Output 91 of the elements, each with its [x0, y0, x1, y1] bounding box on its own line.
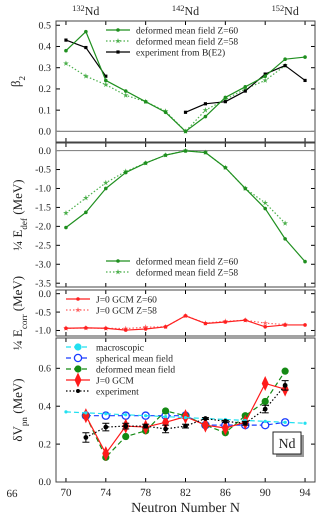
point [264, 420, 267, 423]
point [243, 85, 248, 89]
y-tick-label: -3.0 [35, 259, 51, 270]
y-tick-label: 0.1 [38, 105, 51, 116]
point [224, 100, 227, 104]
x-tick-label: 74 [100, 486, 112, 499]
point [84, 210, 88, 214]
y-tick-label: 0.0 [38, 146, 51, 157]
legend-label: deformed mean field Z=58 [136, 38, 238, 48]
annotation: Nd [278, 437, 296, 452]
point [303, 323, 307, 327]
legend-label: spherical mean field [96, 354, 174, 364]
x-tick-label: 78 [140, 486, 152, 499]
y-tick-label: 0.6 [38, 364, 51, 375]
y-tick-label: 0.0 [38, 288, 51, 300]
legend-label: deformed mean field [96, 366, 176, 376]
legend-label: J=0 GCM Z=60 [96, 296, 158, 306]
point [262, 320, 268, 326]
y-tick-label: -3.5 [35, 278, 51, 290]
x-tick-label: 90 [260, 486, 272, 499]
point [283, 57, 287, 62]
point [122, 432, 130, 440]
point [260, 420, 270, 430]
point [124, 89, 128, 93]
y-tick-label: 0.0 [38, 126, 51, 138]
y-tick-label: 0.4 [38, 42, 51, 53]
legend-label: J=0 GCM [96, 376, 134, 386]
point [84, 30, 88, 34]
point [283, 237, 287, 241]
x-axis-title: Neutron Number N [131, 501, 240, 516]
point [204, 102, 208, 106]
y-tick-label: -0.5 [35, 307, 51, 318]
y-tick-label: 0.0 [38, 477, 51, 488]
legend-label: J=0 GCM Z=58 [96, 306, 158, 316]
point [83, 73, 89, 79]
point [282, 220, 288, 226]
point [303, 422, 307, 425]
x-tick-label: 70 [60, 486, 72, 499]
y-tick-label: 0.3 [38, 62, 51, 74]
point [282, 368, 289, 375]
y-tick-label: -1.0 [35, 326, 51, 337]
point [64, 48, 68, 53]
point [63, 210, 69, 216]
text: $^{132}$Nd [72, 4, 100, 18]
x-tick-label: 94 [300, 486, 312, 499]
point [124, 328, 128, 332]
y-tick-label: 0.2 [38, 439, 51, 450]
point [144, 327, 148, 331]
point [184, 110, 188, 114]
legend-label: experiment from B(E2) [136, 48, 226, 58]
legend-label: macroscopic [96, 344, 144, 354]
point [102, 180, 109, 186]
point [104, 78, 108, 82]
point [162, 407, 170, 415]
point [64, 410, 68, 414]
point [63, 60, 69, 66]
point [263, 206, 267, 210]
point [263, 325, 267, 329]
point [83, 435, 88, 440]
point [202, 107, 208, 113]
point [224, 96, 228, 100]
y-tick-label: -0.5 [35, 164, 51, 176]
point [124, 170, 128, 174]
legend-label: deformed mean field Z=60 [136, 26, 238, 36]
point [83, 194, 89, 200]
y-tick-label: 0.2 [38, 84, 51, 96]
text: $^{142}$Nd [172, 4, 200, 18]
text: 66 [6, 488, 18, 500]
y-tick-label: -1.5 [35, 202, 51, 214]
legend-label: deformed mean field Z=58 [136, 268, 238, 278]
point [282, 382, 288, 388]
point [104, 186, 108, 190]
x-tick-label: 82 [180, 486, 191, 499]
point [122, 92, 129, 98]
point [204, 114, 208, 118]
text: $^{152}$Nd [272, 4, 299, 18]
legend-label: experiment [96, 388, 140, 398]
y-tick-label: 0.5 [38, 20, 51, 32]
y-tick-label: -2.0 [35, 222, 51, 233]
y-tick-label: -2.5 [35, 240, 51, 252]
x-tick-label: 86 [220, 486, 232, 499]
point [262, 398, 269, 406]
point [262, 200, 268, 206]
point [303, 55, 307, 59]
y-tick-label: -1.0 [35, 184, 51, 195]
point [64, 226, 68, 230]
point [244, 89, 247, 93]
point [303, 260, 307, 264]
legend-label: deformed mean field Z=60 [136, 258, 238, 268]
point [84, 411, 88, 414]
y-tick-label: 0.4 [38, 401, 51, 412]
